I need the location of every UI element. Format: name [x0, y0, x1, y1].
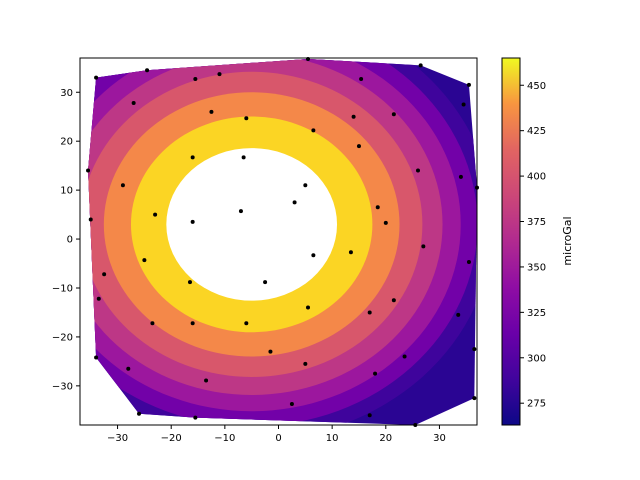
data-point [86, 168, 91, 173]
x-tick-label: 20 [379, 433, 392, 444]
data-points [86, 56, 479, 427]
data-point [137, 411, 142, 416]
x-axis: −30 −20 −10 0 10 20 30 [107, 425, 446, 444]
data-point [193, 77, 198, 82]
data-point [311, 253, 316, 258]
data-point [190, 219, 195, 224]
data-point [359, 77, 364, 82]
data-point [367, 310, 372, 315]
y-tick-label: −20 [52, 332, 73, 343]
y-tick-label: 0 [67, 235, 73, 246]
data-point [348, 250, 353, 255]
colorbar-frame [501, 57, 521, 426]
colorbar-label: microGal [561, 216, 574, 265]
plot-area: −30 −20 −10 0 10 20 30 −30 −20 −10 0 10 20 30 [52, 56, 479, 444]
data-point [88, 217, 93, 222]
y-tick-label: 10 [60, 186, 73, 197]
colorbar-gradient [502, 58, 520, 425]
data-point [204, 378, 209, 383]
contour-band-8 [166, 148, 338, 301]
data-point [268, 349, 273, 354]
data-point [94, 75, 99, 80]
x-tick-label: −10 [214, 433, 235, 444]
x-tick-label: 0 [275, 433, 281, 444]
data-point [367, 413, 372, 418]
colorbar-tick-label: 450 [527, 81, 546, 92]
data-point [193, 415, 198, 420]
y-tick-label: 30 [60, 88, 73, 99]
data-point [102, 272, 107, 277]
colorbar-tick-label: 400 [527, 172, 546, 183]
data-point [217, 72, 222, 77]
data-point [244, 321, 249, 326]
data-point [153, 212, 158, 217]
data-point [351, 114, 356, 119]
data-point [96, 296, 101, 301]
data-point [120, 183, 125, 188]
data-point [402, 354, 407, 359]
data-point [209, 109, 214, 114]
data-point [126, 366, 131, 371]
data-point [311, 128, 316, 133]
data-point [131, 101, 136, 106]
contour-bands [88, 58, 477, 425]
data-point [456, 312, 461, 317]
colorbar-tick-label: 350 [527, 262, 546, 273]
data-point [241, 155, 246, 160]
x-tick-label: −20 [161, 433, 182, 444]
data-point [263, 280, 268, 285]
data-point [289, 401, 294, 406]
x-tick-label: 10 [326, 433, 339, 444]
data-point [391, 298, 396, 303]
data-point [187, 280, 192, 285]
data-point [150, 321, 155, 326]
data-point [421, 244, 426, 249]
data-point [461, 102, 466, 107]
colorbar-tick-label: 425 [527, 126, 546, 137]
data-point [292, 200, 297, 205]
y-tick-label: 20 [60, 137, 73, 148]
y-tick-label: −30 [52, 381, 73, 392]
y-tick-label: −10 [52, 283, 73, 294]
data-point [472, 347, 477, 352]
colorbar-tick-label: 375 [527, 217, 546, 228]
data-point [190, 155, 195, 160]
data-point [418, 63, 423, 68]
data-point [466, 82, 471, 87]
data-point [303, 361, 308, 366]
y-axis: −30 −20 −10 0 10 20 30 [52, 88, 80, 392]
data-point [383, 220, 388, 225]
data-point [145, 68, 150, 73]
data-point [303, 183, 308, 188]
data-point [415, 168, 420, 173]
data-point [142, 258, 147, 263]
data-point [458, 174, 463, 179]
colorbar-tick-label: 325 [527, 308, 546, 319]
data-point [244, 116, 249, 121]
data-point [466, 260, 471, 265]
data-point [94, 355, 99, 360]
data-point [373, 371, 378, 376]
data-point [375, 205, 380, 210]
colorbar-bands [502, 58, 520, 425]
colorbar-tick-label: 275 [527, 399, 546, 410]
colorbar-tick-label: 300 [527, 353, 546, 364]
colorbar: 275 300 325 350 375 400 425 450 microGal [501, 57, 574, 426]
data-point [238, 209, 243, 214]
data-point [391, 112, 396, 117]
data-point [356, 144, 361, 149]
data-point [306, 305, 311, 310]
colorbar-ticks: 275 300 325 350 375 400 425 450 [520, 81, 546, 410]
data-point [472, 396, 477, 401]
x-tick-label: −30 [107, 433, 128, 444]
data-point [190, 321, 195, 326]
x-tick-label: 30 [433, 433, 446, 444]
